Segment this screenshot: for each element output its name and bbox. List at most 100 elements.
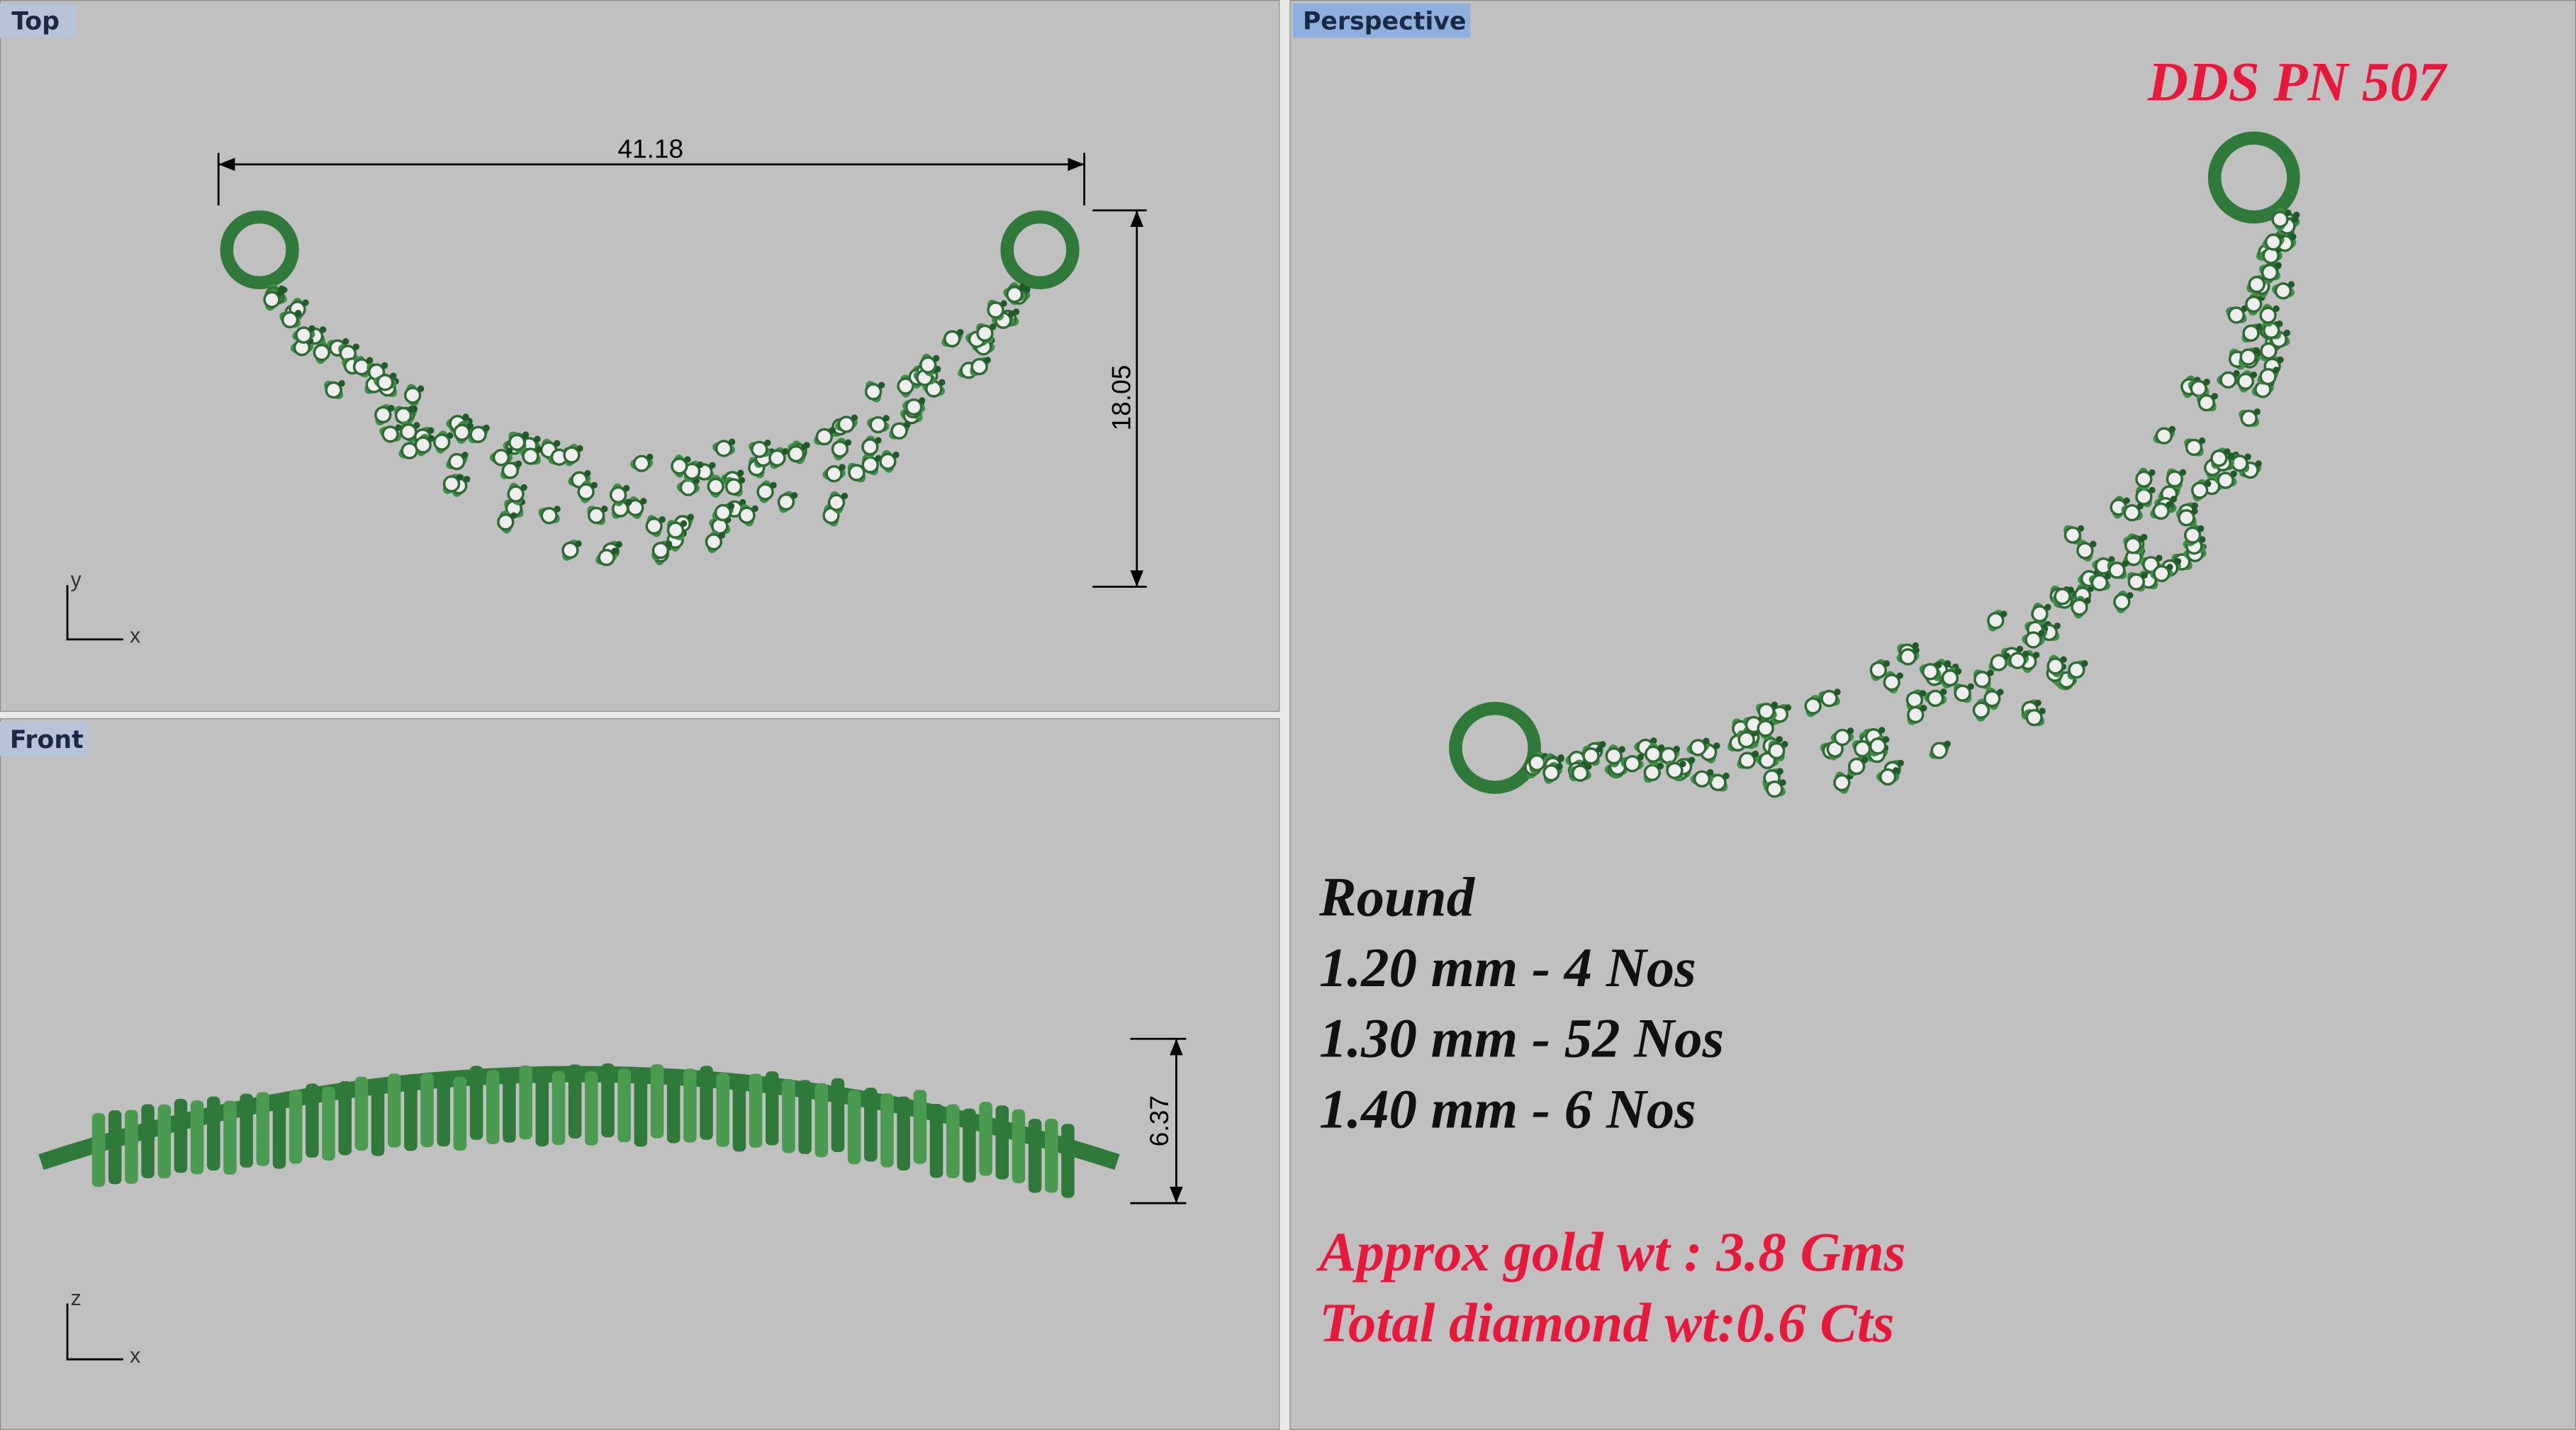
stone (861, 456, 879, 474)
setting (1044, 1119, 1058, 1193)
prong (2016, 645, 2024, 653)
stone (1737, 731, 1755, 749)
stone (2227, 306, 2245, 324)
setting (289, 1090, 303, 1164)
stone (970, 357, 988, 376)
axis-label: x (130, 1344, 140, 1368)
setting (535, 1072, 549, 1146)
stone (403, 386, 422, 404)
stone (2261, 264, 2279, 281)
top-viewport[interactable] (0, 0, 1281, 713)
stone (848, 464, 866, 481)
prong (2256, 323, 2263, 330)
viewport-tab[interactable] (0, 721, 89, 756)
prong (2054, 622, 2061, 630)
stone (1954, 684, 1971, 702)
stone (1941, 669, 1959, 687)
stone (2090, 574, 2109, 592)
viewport-tab[interactable] (1292, 3, 1471, 38)
prong (554, 440, 561, 447)
setting (272, 1095, 286, 1169)
setting (601, 1063, 615, 1138)
prong (1883, 736, 1890, 743)
prong (751, 505, 758, 513)
prong (1585, 763, 1592, 770)
prong (1596, 746, 1603, 753)
stone (1757, 703, 1775, 720)
prong (875, 437, 882, 444)
viewport-label[interactable]: Top (11, 8, 60, 36)
prong (841, 492, 849, 500)
prong (2022, 650, 2029, 658)
setting (322, 1086, 335, 1161)
prong (510, 512, 517, 519)
stone (1689, 739, 1707, 756)
prong (590, 481, 598, 488)
prong (1861, 756, 1869, 764)
stone (645, 517, 663, 535)
dimension: 18.05 (1092, 209, 1147, 588)
stone (2240, 409, 2258, 428)
stone (414, 436, 432, 454)
prong (505, 447, 513, 454)
stone (1921, 663, 1939, 681)
prong (2273, 367, 2280, 374)
stone (1528, 754, 1546, 772)
stone (714, 503, 732, 522)
prong (1944, 660, 1951, 667)
setting (190, 1100, 204, 1175)
prong (576, 445, 583, 452)
prong (342, 337, 349, 345)
setting (897, 1096, 910, 1171)
model-geometry[interactable] (38, 131, 2300, 1198)
stone (2248, 276, 2266, 294)
stone (715, 440, 733, 457)
prong (684, 456, 691, 463)
setting (256, 1092, 270, 1166)
stone (1833, 728, 1852, 747)
prong (727, 503, 735, 510)
setting (585, 1071, 598, 1146)
viewport-label[interactable]: Perspective (1303, 8, 1467, 36)
prong (933, 354, 940, 362)
prong (1954, 668, 1962, 675)
setting (979, 1102, 992, 1176)
prong (2250, 371, 2258, 379)
stone (2054, 588, 2071, 605)
setting (420, 1073, 434, 1148)
prong (782, 448, 789, 455)
stone (787, 445, 805, 463)
prong (2039, 708, 2046, 715)
setting (453, 1076, 467, 1151)
stone (2259, 306, 2277, 324)
prong (687, 513, 695, 520)
prong (515, 460, 522, 467)
axis-icon (66, 585, 123, 641)
prong (1987, 669, 1994, 676)
stone (905, 398, 923, 416)
setting (404, 1076, 418, 1151)
viewport-tab[interactable] (0, 3, 76, 38)
prong (2033, 652, 2040, 659)
setting (207, 1096, 220, 1171)
setting (1061, 1124, 1075, 1198)
stone (2008, 652, 2027, 669)
prong (737, 469, 744, 476)
prong (709, 462, 716, 469)
prong (1776, 768, 1783, 775)
prong (2227, 452, 2235, 460)
prong (447, 432, 454, 439)
stone (2197, 393, 2215, 412)
viewport-label[interactable]: Front (10, 726, 84, 754)
stone (588, 506, 605, 525)
bail-ring (220, 210, 299, 290)
stone (632, 454, 651, 472)
prong (1967, 683, 1974, 691)
prong (739, 476, 746, 484)
prong (2141, 571, 2148, 579)
prong (1008, 310, 1015, 318)
stone (540, 507, 558, 525)
setting (666, 1069, 681, 1144)
prong (1919, 690, 1927, 697)
